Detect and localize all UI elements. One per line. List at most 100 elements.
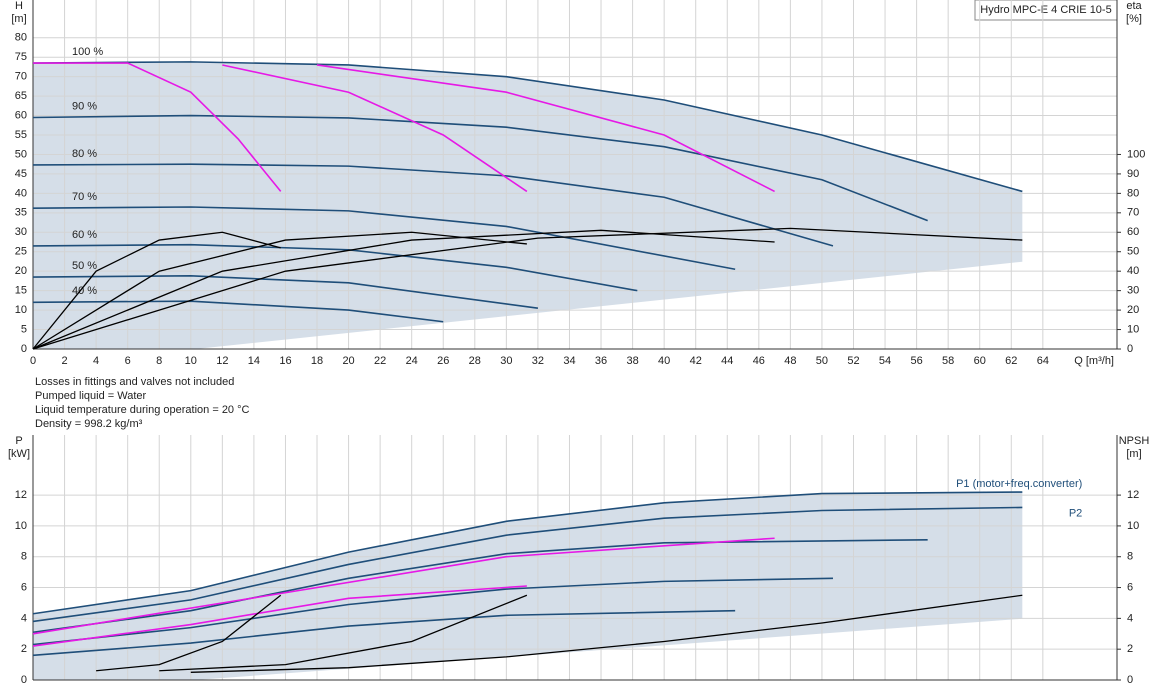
x-tick-label: 56 (910, 355, 922, 367)
curve (32, 163, 834, 247)
y-tick-label: 2 (21, 643, 27, 655)
y2-tick-label: 12 (1127, 489, 1139, 501)
curve (32, 506, 1023, 623)
x-tick-label: 14 (248, 355, 260, 367)
y-axis-label: [m] (11, 13, 26, 25)
note: Liquid temperature during operation = 20… (35, 404, 250, 416)
x-tick-label: 6 (125, 355, 131, 367)
y2-tick-label: 100 (1127, 148, 1145, 160)
x-tick-label: 48 (784, 355, 796, 367)
y2-tick-label: 50 (1127, 246, 1139, 258)
y2-tick-label: 60 (1127, 226, 1139, 238)
curve (32, 61, 1023, 193)
y-tick-label: 40 (15, 187, 27, 199)
curve-label: P2 (1069, 507, 1082, 519)
chart-title: Hydro MPC-E 4 CRIE 10-5 (980, 4, 1111, 16)
y2-axis-label: [m] (1126, 448, 1141, 460)
curve-label: P1 (motor+freq.converter) (956, 478, 1082, 490)
x-tick-label: 52 (847, 355, 859, 367)
x-tick-label: 0 (30, 355, 36, 367)
y-tick-label: 0 (21, 343, 27, 355)
operating-area (33, 61, 1023, 349)
curve (32, 231, 281, 350)
y2-tick-label: 40 (1127, 265, 1139, 277)
x-tick-label: 8 (156, 355, 162, 367)
x-tick-label: 60 (974, 355, 986, 367)
y-tick-label: 50 (15, 148, 27, 160)
curve (32, 300, 444, 323)
curve (32, 491, 1023, 615)
curve-label: 80 % (72, 148, 97, 160)
curve (32, 275, 539, 309)
x-tick-label: 16 (279, 355, 291, 367)
y-tick-label: 20 (15, 265, 27, 277)
x-axis-label: Q [m³/h] (1074, 355, 1114, 367)
y-tick-label: 0 (21, 674, 27, 686)
y2-tick-label: 30 (1127, 285, 1139, 297)
x-tick-label: 42 (690, 355, 702, 367)
y2-tick-label: 2 (1127, 643, 1133, 655)
curve (190, 594, 1023, 673)
curve (32, 227, 1023, 350)
curve (316, 64, 775, 193)
curve (32, 231, 527, 350)
curve-label: 40 % (72, 285, 97, 297)
curve (222, 64, 528, 193)
y-axis-label: H (15, 0, 23, 12)
y-tick-label: 8 (21, 551, 27, 563)
y-tick-label: 15 (15, 285, 27, 297)
y2-tick-label: 90 (1127, 168, 1139, 180)
y-axis-label: [kW] (8, 448, 30, 460)
x-tick-label: 18 (311, 355, 323, 367)
y2-tick-label: 20 (1127, 304, 1139, 316)
y-tick-label: 5 (21, 323, 27, 335)
curve (96, 594, 282, 672)
x-tick-label: 36 (595, 355, 607, 367)
y2-tick-label: 0 (1127, 674, 1133, 686)
y-tick-label: 12 (15, 489, 27, 501)
x-tick-label: 38 (626, 355, 638, 367)
y-tick-label: 35 (15, 207, 27, 219)
y2-tick-label: 10 (1127, 323, 1139, 335)
x-tick-label: 62 (1005, 355, 1017, 367)
y-tick-label: 6 (21, 581, 27, 593)
y2-tick-label: 8 (1127, 551, 1133, 563)
y2-tick-label: 10 (1127, 520, 1139, 532)
y-tick-label: 10 (15, 304, 27, 316)
y-tick-label: 10 (15, 520, 27, 532)
x-tick-label: 44 (721, 355, 733, 367)
x-tick-label: 34 (563, 355, 575, 367)
y2-tick-label: 4 (1127, 612, 1133, 624)
y2-tick-label: 80 (1127, 187, 1139, 199)
y-axis-label: P (15, 435, 22, 447)
y2-tick-label: 0 (1127, 343, 1133, 355)
curve-label: 50 % (72, 260, 97, 272)
y2-axis-label: eta (1126, 0, 1142, 12)
x-tick-label: 46 (753, 355, 765, 367)
y-tick-label: 4 (21, 612, 27, 624)
x-tick-label: 26 (437, 355, 449, 367)
y-tick-label: 75 (15, 51, 27, 63)
note: Density = 998.2 kg/m³ (35, 418, 143, 430)
y-tick-label: 45 (15, 168, 27, 180)
curve (32, 206, 736, 271)
y2-tick-label: 70 (1127, 207, 1139, 219)
y2-axis-label: NPSH (1119, 435, 1150, 447)
curve-label: 60 % (72, 229, 97, 241)
x-tick-label: 24 (406, 355, 418, 367)
y-tick-label: 80 (15, 32, 27, 44)
curve-label: 100 % (72, 46, 103, 58)
curve-label: 70 % (72, 191, 97, 203)
y-tick-label: 55 (15, 129, 27, 141)
y-tick-label: 30 (15, 226, 27, 238)
y2-tick-label: 6 (1127, 581, 1133, 593)
curve (32, 585, 527, 647)
x-tick-label: 30 (500, 355, 512, 367)
x-tick-label: 50 (816, 355, 828, 367)
x-tick-label: 20 (342, 355, 354, 367)
curve (159, 594, 528, 672)
note: Losses in fittings and valves not includ… (35, 376, 234, 388)
x-tick-label: 58 (942, 355, 954, 367)
curve (32, 609, 736, 657)
